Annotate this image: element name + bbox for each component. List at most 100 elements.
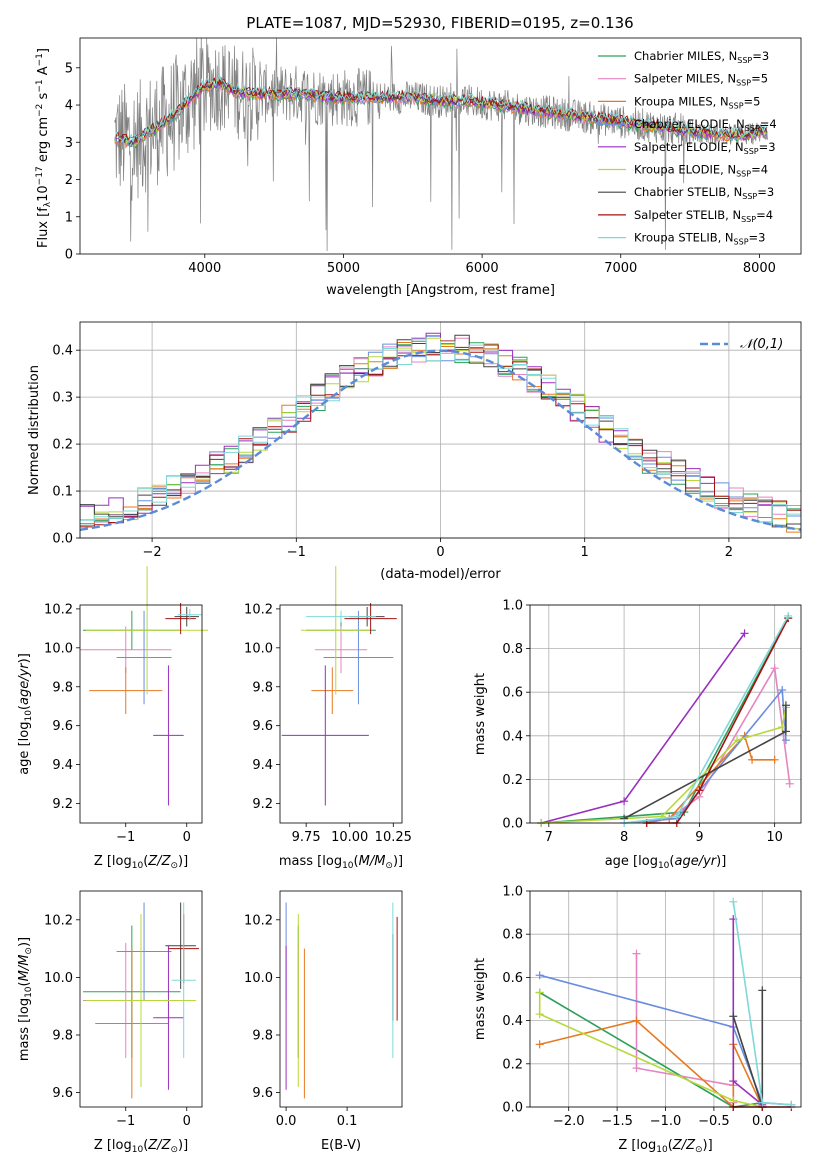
x-tick-label: 5000 [327, 261, 360, 276]
label-part: age/yr [674, 854, 717, 869]
label-part: )] [17, 937, 32, 947]
legend-text: Chabrier MILES, N [634, 49, 737, 63]
axes-frame [79, 321, 802, 539]
spectrum-panel: 4000 5000 6000 7000 8000 0 1 2 3 4 5 Chabrier MILES… [35, 37, 802, 298]
x-tick-label: 10.00 [331, 830, 368, 845]
x-tick-label: −0.5 [698, 1114, 730, 1129]
y-tick-label: 10.0 [244, 971, 273, 986]
model-spectrum [114, 78, 768, 147]
legend-sub: SSP [742, 192, 757, 201]
x-tick-label: 8000 [743, 261, 776, 276]
label-part: age/yr [17, 662, 32, 705]
legend-sub: SSP [736, 170, 751, 179]
y-tick-label: 1.0 [502, 599, 523, 614]
label-part: Z [log [618, 1138, 656, 1153]
y-tick-label: 0.8 [502, 642, 523, 657]
label-part: 10 [132, 861, 144, 871]
y-axis-label: mass weight [473, 673, 488, 755]
label-part: Z/Z [147, 854, 171, 869]
label-part: ⊙ [170, 861, 178, 871]
legend-entry: Kroupa MILES, NSSP=5 [634, 94, 760, 110]
label-part: ( [143, 854, 148, 869]
y-tick-label: 3 [65, 136, 73, 151]
legend-entry: Salpeter ELODIE, NSSP=3 [634, 140, 776, 156]
x-axis-label: Z [log10(Z/Z⊙)] [94, 1138, 188, 1155]
label-part: ⊙ [170, 1145, 178, 1155]
label-part: −1 [35, 79, 45, 92]
label-part: )] [178, 854, 188, 869]
label-part: Z [log [94, 854, 132, 869]
y-tick-label: 0.1 [52, 485, 73, 500]
y-tick-label: 9.8 [52, 1029, 73, 1044]
y-tick-label: 0.8 [502, 928, 523, 943]
y-tick-label: 0.3 [52, 391, 73, 406]
x-tick-label: 4000 [188, 261, 221, 276]
x-axis-label: Z [log10(Z/Z⊙)] [94, 854, 188, 871]
label-part: 10 [36, 185, 51, 202]
y-tick-label: 0.4 [502, 1014, 523, 1029]
y-tick-label: 4 [65, 99, 73, 114]
legend-entry: Chabrier STELIB, NSSP=3 [634, 185, 774, 201]
axes-frame [529, 890, 802, 1108]
model-spectrum [114, 74, 768, 144]
legend-sub: SSP [741, 215, 756, 224]
x-tick-label: 8 [620, 830, 628, 845]
legend-suffix: =3 [759, 140, 776, 154]
legend-text: Chabrier STELIB, N [634, 185, 742, 199]
legend-sub: SSP [729, 101, 744, 110]
weight-series [624, 687, 787, 824]
y-tick-label: 10.0 [244, 641, 273, 656]
axes-frame [79, 37, 802, 255]
label-part: Flux [f [36, 207, 51, 248]
label-part: 10 [342, 861, 354, 871]
label-part: Z [log [94, 1138, 132, 1153]
x-tick-label: 10 [766, 830, 783, 845]
y-axis-label: Flux [fλ10−17 erg cm−2 s−1 A−1] [35, 48, 53, 248]
axes-frame [279, 604, 403, 824]
y-tick-label: 9.2 [52, 797, 73, 812]
label-part: age [log [605, 854, 658, 869]
y-tick-label: 0.2 [52, 438, 73, 453]
label-part: age [log [17, 722, 32, 775]
x-tick-label: 2 [725, 545, 733, 560]
legend-suffix: =4 [760, 117, 777, 131]
x-tick-label: 0.0 [752, 1114, 773, 1129]
y-axis-label: age [log10(age/yr)] [17, 653, 34, 775]
label-part: λ [43, 201, 53, 207]
legend-entry: Salpeter STELIB, NSSP=4 [634, 208, 773, 224]
label-part: )] [393, 854, 403, 869]
label-part: M/M [359, 854, 386, 869]
figure-title: PLATE=1087, MJD=52930, FIBERID=0195, z=0… [246, 14, 633, 32]
y-tick-label: 10.2 [44, 602, 73, 617]
y-tick-label: 9.8 [252, 1029, 273, 1044]
label-part: ( [17, 981, 32, 986]
legend-entry: Kroupa ELODIE, NSSP=4 [634, 163, 768, 179]
label-part: )] [178, 1138, 188, 1153]
y-tick-label: 0.4 [502, 729, 523, 744]
y-tick-label: 0.0 [502, 1101, 523, 1116]
y-axis-label: mass [log10(M/M⊙)] [17, 937, 34, 1061]
legend-sub: SSP [734, 238, 749, 247]
x-tick-label: 0 [436, 545, 444, 560]
y-tick-label: 0.4 [52, 344, 73, 359]
label-part: Z/Z [672, 1138, 696, 1153]
label-part: 10 [24, 986, 34, 998]
x-tick-label: −2 [143, 545, 162, 560]
x-axis-label: (data-model)/error [380, 567, 501, 582]
x-axis-label: age [log10(age/yr)] [605, 854, 727, 871]
mass_vs_Z-panel: −1 09.69.810.010.2Z [log10(Z/Z⊙)]mass [lo… [17, 890, 203, 1155]
x-tick-label: −2.0 [553, 1114, 585, 1129]
axes-frame [529, 604, 802, 824]
label-part: −2 [35, 104, 45, 117]
legend-text: Salpeter STELIB, N [634, 208, 741, 222]
x-tick-label: 9.75 [292, 830, 321, 845]
weight-series [539, 991, 763, 1108]
label-part: mass [log [279, 854, 342, 869]
legend-sub: SSP [744, 147, 759, 156]
label-part: erg cm [36, 117, 51, 166]
weight-series [538, 992, 763, 1108]
axes-frame [279, 890, 403, 1108]
y-tick-label: 9.6 [52, 1086, 73, 1101]
label-part: 10 [24, 710, 34, 722]
